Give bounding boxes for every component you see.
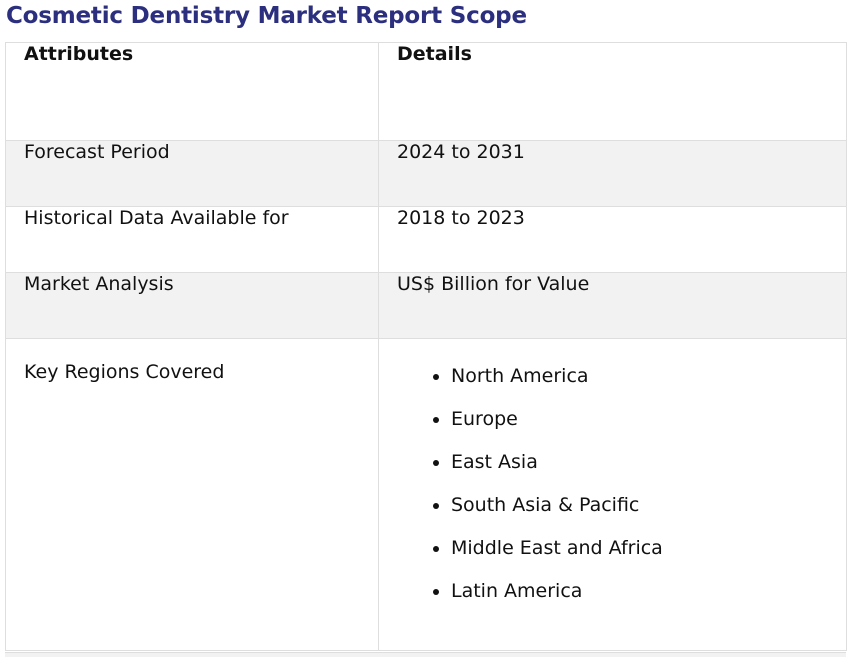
detail-cell: 2018 to 2023	[378, 206, 847, 273]
list-item-region: Latin America	[451, 580, 846, 623]
attribute-cell: Key Regions Covered	[5, 338, 379, 651]
list-item-region: North America	[451, 365, 846, 408]
page-title: Cosmetic Dentistry Market Report Scope	[6, 3, 527, 29]
table-row: Historical Data Available for 2018 to 20…	[5, 206, 847, 273]
attribute-cell: Market Analysis	[5, 272, 379, 339]
table-row: Forecast Period 2024 to 2031	[5, 140, 847, 207]
attribute-cell: Historical Data Available for	[5, 206, 379, 273]
list-item-region: South Asia & Pacific	[451, 494, 846, 537]
list-item-region: Europe	[451, 408, 846, 451]
table-header-row: Attributes Details	[5, 42, 847, 141]
column-header-attributes: Attributes	[5, 42, 379, 141]
next-row-edge	[5, 652, 846, 657]
list-item-region: East Asia	[451, 451, 846, 494]
attribute-cell: Forecast Period	[5, 140, 379, 207]
detail-cell: US$ Billion for Value	[378, 272, 847, 339]
list-item-region: Middle East and Africa	[451, 537, 846, 580]
detail-cell: North America Europe East Asia South Asi…	[378, 338, 847, 651]
table-row: Market Analysis US$ Billion for Value	[5, 272, 847, 339]
regions-list: North America Europe East Asia South Asi…	[397, 365, 846, 623]
report-scope-table: Attributes Details Forecast Period 2024 …	[5, 42, 847, 651]
table-row: Key Regions Covered North America Europe…	[5, 338, 847, 651]
column-header-details: Details	[378, 42, 847, 141]
detail-cell: 2024 to 2031	[378, 140, 847, 207]
